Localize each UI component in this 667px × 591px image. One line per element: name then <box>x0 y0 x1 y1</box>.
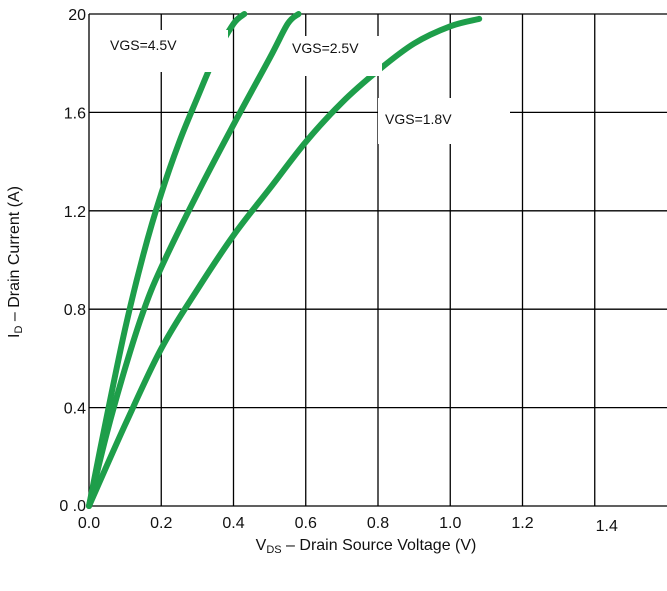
series-lines <box>86 11 483 509</box>
series-label-background <box>286 36 382 76</box>
x-tick-label: 0.0 <box>78 515 100 532</box>
y-tick-label: 0 .0 <box>59 498 86 515</box>
series-label-background <box>378 98 510 144</box>
y-axis-title: ID – Drain Current (A) <box>6 186 25 338</box>
y-tick-label: 0.8 <box>64 302 86 319</box>
x-tick-label: 1.2 <box>511 515 533 532</box>
grid-lines <box>88 13 667 507</box>
series-labels: VGS=4.5V VGS=2.5V VGS=1.8V <box>110 37 452 127</box>
series-label-3: VGS=1.8V <box>385 111 452 127</box>
x-axis-title: VDS – Drain Source Voltage (V) <box>256 537 477 556</box>
y-tick-label: 1.2 <box>64 204 86 221</box>
y-tick-label: 1.6 <box>64 105 86 122</box>
series-label-background <box>104 30 228 72</box>
x-tick-label: 0.4 <box>222 515 244 532</box>
x-tick-label: 0.6 <box>295 515 317 532</box>
x-axis-title-main: V <box>256 537 267 554</box>
series-label-1: VGS=4.5V <box>110 37 177 53</box>
y-tick-labels: 0 .0 0.4 0.8 1.2 1.6 20 <box>59 7 86 515</box>
x-tick-labels: 0.0 0.2 0.4 0.6 0.8 1.0 1.2 1.4 <box>78 515 618 535</box>
series-label-2: VGS=2.5V <box>292 40 359 56</box>
x-tick-label: 1.4 <box>596 518 618 535</box>
x-tick-label: 1.0 <box>439 515 461 532</box>
series-line-3 <box>86 15 483 509</box>
x-axis-title-subscript: DS <box>266 544 281 556</box>
x-tick-label: 0.8 <box>367 515 389 532</box>
y-tick-label: 20 <box>68 7 86 24</box>
y-tick-label: 0.4 <box>64 401 86 418</box>
y-axis-title-subscript: D <box>13 326 25 334</box>
x-tick-label: 0.2 <box>150 515 172 532</box>
x-axis-title-rest: – Drain Source Voltage (V) <box>282 537 477 554</box>
y-axis-title-rest: – Drain Current (A) <box>6 186 23 326</box>
series-label-backgrounds <box>104 30 510 144</box>
series-line-2 <box>86 11 302 509</box>
y-axis-title-main: I <box>6 334 23 338</box>
